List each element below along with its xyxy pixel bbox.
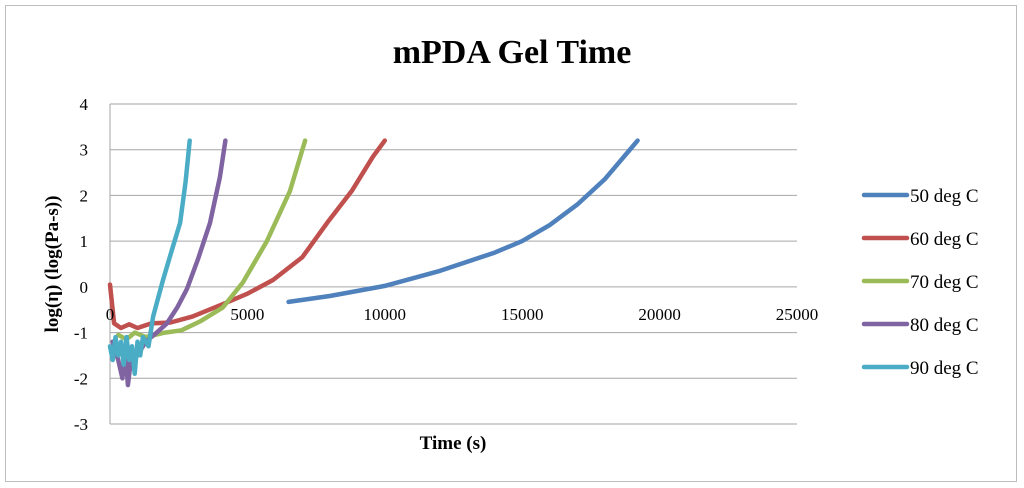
legend: 50 deg C 60 deg C 70 deg C 80 deg C 90 deg C — [861, 186, 979, 379]
legend-label: 60 deg C — [910, 229, 979, 250]
y-tick-label: 4 — [80, 95, 89, 114]
y-tick-label: 0 — [80, 278, 89, 297]
y-tick-label: 1 — [80, 232, 89, 251]
legend-label: 80 deg C — [910, 315, 979, 336]
series-line-50-deg-C — [286, 138, 640, 305]
series-line-70-deg-C — [115, 138, 308, 342]
y-tick-label: -1 — [74, 324, 88, 343]
legend-label: 70 deg C — [910, 272, 979, 293]
y-tick-label: -3 — [74, 415, 88, 434]
legend-label: 90 deg C — [910, 358, 979, 379]
chart-title: mPDA Gel Time — [393, 34, 632, 71]
x-tick-label: 15000 — [501, 305, 544, 324]
x-axis-label: Time (s) — [420, 433, 487, 454]
y-tick-label: -2 — [74, 369, 88, 388]
x-tick-label: 5000 — [230, 305, 264, 324]
x-tick-label: 25000 — [776, 305, 819, 324]
y-axis-label: log(η) (log(Pa-s)) — [42, 196, 63, 333]
chart-frame — [5, 5, 1017, 482]
legend-label: 50 deg C — [910, 186, 979, 207]
series-line-60-deg-C — [107, 138, 388, 331]
x-tick-label: 0 — [106, 305, 115, 324]
y-tick-label: 3 — [80, 141, 89, 160]
series-line-90-deg-C — [107, 138, 192, 376]
y-tick-label: 2 — [80, 186, 89, 205]
x-tick-label: 20000 — [638, 305, 681, 324]
x-tick-label: 10000 — [364, 305, 407, 324]
